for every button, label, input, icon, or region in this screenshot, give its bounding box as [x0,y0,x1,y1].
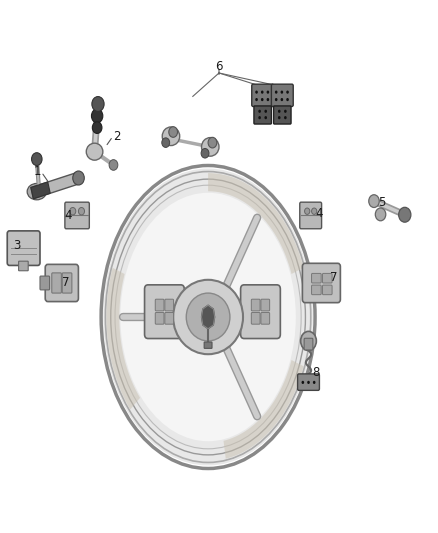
Ellipse shape [27,183,46,200]
Circle shape [278,116,281,119]
Polygon shape [201,305,215,329]
Circle shape [284,116,287,119]
Ellipse shape [173,280,243,354]
Circle shape [307,381,310,384]
FancyBboxPatch shape [165,312,173,324]
Circle shape [265,116,267,119]
FancyBboxPatch shape [272,84,293,107]
FancyBboxPatch shape [155,312,164,324]
Circle shape [208,138,217,148]
FancyBboxPatch shape [300,202,321,229]
FancyBboxPatch shape [155,299,164,311]
Circle shape [286,91,289,94]
Text: 4: 4 [316,207,323,220]
Circle shape [267,91,269,94]
Circle shape [32,153,42,165]
FancyBboxPatch shape [274,106,291,124]
FancyBboxPatch shape [165,299,173,311]
Circle shape [313,381,315,384]
Circle shape [70,207,76,215]
FancyBboxPatch shape [254,106,272,124]
Polygon shape [31,182,50,199]
Polygon shape [223,360,304,459]
Circle shape [399,207,411,222]
FancyBboxPatch shape [311,273,321,283]
Circle shape [261,91,264,94]
Text: 5: 5 [378,196,385,209]
Ellipse shape [120,193,296,441]
Circle shape [300,332,316,351]
Circle shape [284,110,287,113]
Text: 7: 7 [330,271,337,284]
FancyBboxPatch shape [251,312,260,324]
Circle shape [78,207,85,215]
Circle shape [92,96,104,111]
Ellipse shape [86,143,103,160]
Circle shape [275,98,278,101]
Circle shape [278,110,281,113]
Circle shape [162,138,170,148]
FancyBboxPatch shape [322,273,332,283]
Ellipse shape [103,168,313,465]
Polygon shape [106,268,140,409]
Circle shape [258,116,261,119]
Ellipse shape [201,138,219,156]
Text: 4: 4 [65,209,72,222]
FancyBboxPatch shape [302,263,340,303]
Polygon shape [31,172,80,199]
Circle shape [281,98,283,101]
FancyBboxPatch shape [65,202,89,229]
Polygon shape [208,173,304,274]
Circle shape [255,98,258,101]
Circle shape [169,127,177,138]
Text: 2: 2 [113,130,120,143]
Circle shape [369,195,379,207]
Circle shape [301,381,304,384]
Circle shape [255,91,258,94]
FancyBboxPatch shape [297,374,319,390]
FancyBboxPatch shape [252,84,274,107]
FancyBboxPatch shape [261,299,270,311]
Circle shape [109,160,118,170]
Text: 1: 1 [34,165,42,179]
Circle shape [73,171,84,185]
Circle shape [265,110,267,113]
FancyBboxPatch shape [251,299,260,311]
Circle shape [267,98,269,101]
Circle shape [201,149,209,158]
Circle shape [92,109,103,123]
Ellipse shape [162,127,180,146]
Text: 8: 8 [312,366,320,379]
FancyBboxPatch shape [311,285,321,295]
Circle shape [258,110,261,113]
FancyBboxPatch shape [62,273,72,293]
FancyBboxPatch shape [240,285,280,338]
Text: 7: 7 [62,276,69,289]
FancyBboxPatch shape [40,276,49,290]
FancyBboxPatch shape [322,285,332,295]
Text: 3: 3 [14,239,21,252]
FancyBboxPatch shape [52,273,61,293]
Circle shape [304,208,310,214]
FancyBboxPatch shape [261,312,270,324]
Text: 6: 6 [215,60,223,73]
FancyBboxPatch shape [18,261,28,271]
FancyBboxPatch shape [145,285,184,338]
FancyBboxPatch shape [7,231,40,265]
FancyBboxPatch shape [45,264,78,302]
Circle shape [311,208,317,214]
FancyBboxPatch shape [204,342,212,349]
Circle shape [286,98,289,101]
FancyBboxPatch shape [304,338,313,350]
Ellipse shape [186,293,230,341]
Circle shape [375,208,386,221]
Circle shape [92,122,102,133]
Circle shape [261,98,264,101]
Circle shape [275,91,278,94]
Circle shape [281,91,283,94]
